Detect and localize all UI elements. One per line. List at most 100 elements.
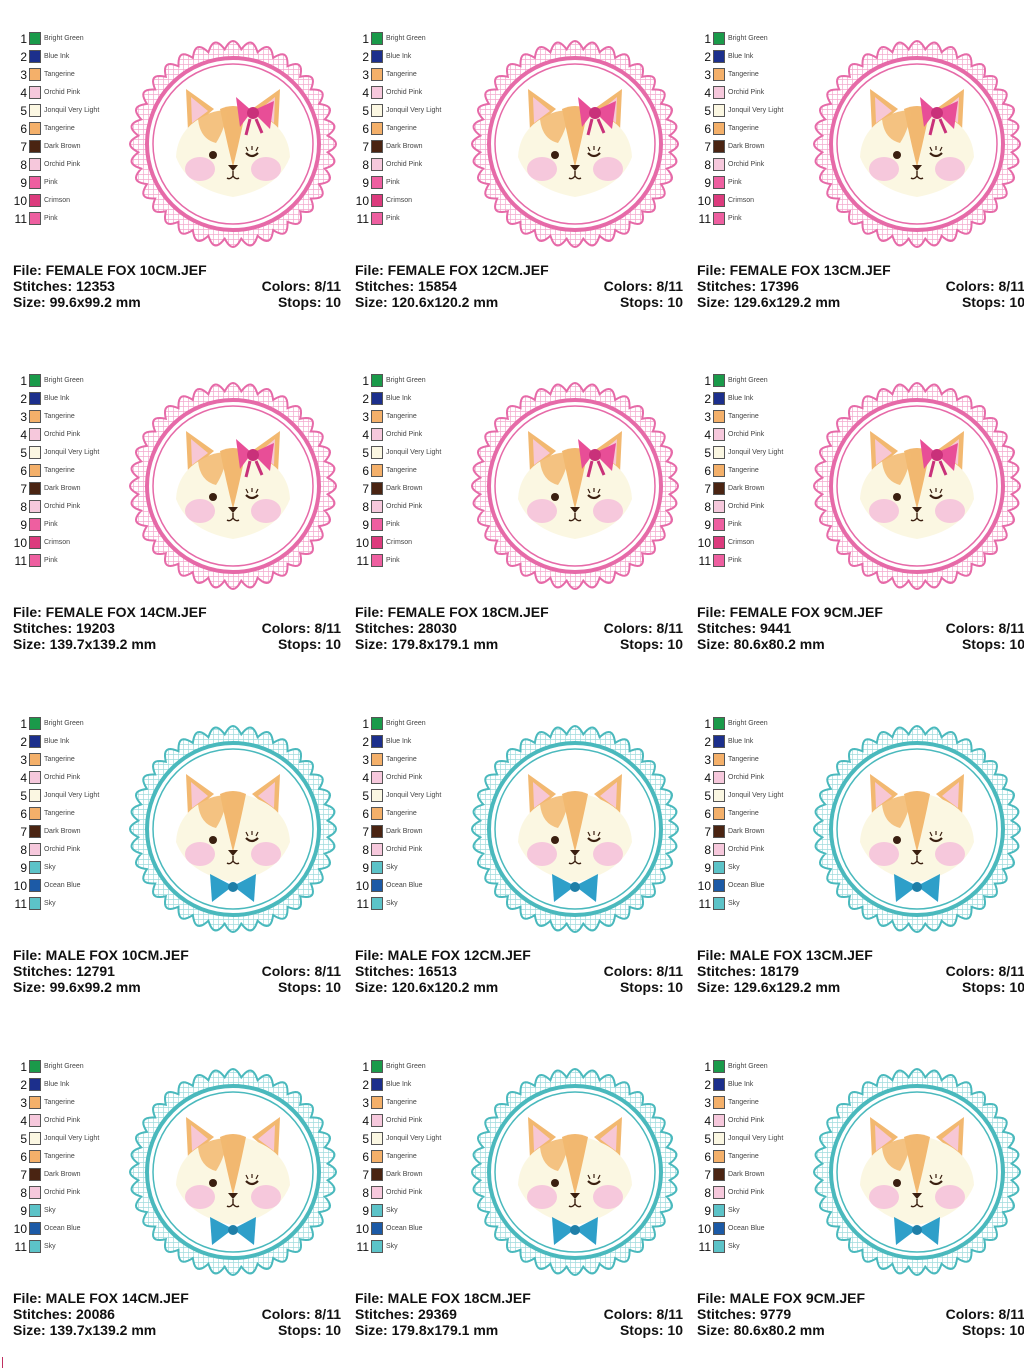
thread-color-row: 9 Sky bbox=[355, 859, 465, 877]
cheek-right bbox=[593, 1185, 623, 1209]
thread-swatch bbox=[371, 1168, 383, 1181]
thread-name: Crimson bbox=[728, 197, 755, 204]
thread-number: 3 bbox=[20, 753, 27, 767]
thread-swatch bbox=[713, 212, 725, 225]
thread-name: Pink bbox=[728, 521, 742, 528]
thread-number: 5 bbox=[362, 1132, 369, 1146]
thread-swatch bbox=[713, 1114, 725, 1127]
thread-swatch bbox=[713, 446, 725, 459]
thread-number: 8 bbox=[20, 500, 27, 514]
color-count: Colors: 8/11 bbox=[945, 278, 1024, 294]
thread-swatch bbox=[29, 807, 41, 820]
thread-swatch bbox=[713, 771, 725, 784]
thread-number: 11 bbox=[14, 554, 27, 568]
fox-nose bbox=[912, 165, 922, 171]
file-name: File: FEMALE FOX 9CM.JEF bbox=[697, 604, 883, 620]
thread-swatch bbox=[29, 1168, 41, 1181]
thread-number: 6 bbox=[362, 1150, 369, 1164]
thread-name: Orchid Pink bbox=[386, 89, 423, 96]
thread-name: Sky bbox=[728, 864, 740, 871]
thread-swatch bbox=[713, 825, 725, 838]
thread-name: Pink bbox=[386, 521, 400, 528]
thread-name: Tangerine bbox=[44, 467, 75, 474]
thread-number: 3 bbox=[704, 68, 711, 82]
thread-name: Bright Green bbox=[386, 35, 426, 42]
thread-number: 4 bbox=[362, 771, 369, 785]
thread-number: 10 bbox=[13, 194, 27, 208]
thread-name: Orchid Pink bbox=[386, 1117, 423, 1124]
thread-number: 4 bbox=[362, 428, 369, 442]
thread-name: Ocean Blue bbox=[386, 1225, 423, 1232]
thread-color-row: 11 Pink bbox=[697, 552, 807, 570]
thread-number: 5 bbox=[20, 104, 27, 118]
thread-swatch bbox=[371, 1240, 383, 1253]
cheek-right bbox=[251, 499, 281, 523]
thread-name: Orchid Pink bbox=[728, 846, 765, 853]
design-info: File: FEMALE FOX 14CM.JEF Stitches: 1920… bbox=[13, 604, 341, 652]
thread-name: Bright Green bbox=[44, 1063, 84, 1070]
eye-left bbox=[209, 493, 217, 501]
thread-number: 5 bbox=[362, 789, 369, 803]
thread-name: Orchid Pink bbox=[728, 1117, 765, 1124]
thread-number: 7 bbox=[704, 140, 711, 154]
thread-name: Jonquil Very Light bbox=[44, 449, 100, 456]
fox-nose bbox=[912, 850, 922, 856]
design-info: File: MALE FOX 10CM.JEF Stitches: 12791 … bbox=[13, 947, 341, 995]
thread-swatch bbox=[371, 735, 383, 748]
thread-number: 3 bbox=[20, 68, 27, 82]
thread-color-row: 10 Ocean Blue bbox=[697, 1220, 807, 1238]
cheek-left bbox=[869, 842, 899, 866]
thread-color-row: 1 Bright Green bbox=[697, 715, 807, 733]
thread-name: Dark Brown bbox=[386, 485, 423, 492]
thread-number: 1 bbox=[20, 374, 27, 388]
thread-color-row: 9 Pink bbox=[13, 174, 123, 192]
stitch-count: Stitches: 16513 bbox=[355, 963, 457, 979]
thread-swatch bbox=[713, 500, 725, 513]
thread-name: Tangerine bbox=[44, 756, 75, 763]
thread-swatch bbox=[371, 176, 383, 189]
thread-color-row: 1 Bright Green bbox=[13, 30, 123, 48]
thread-swatch bbox=[713, 1078, 725, 1091]
eye-right-closed bbox=[929, 837, 943, 843]
thread-swatch bbox=[29, 1222, 41, 1235]
thread-color-row: 5 Jonquil Very Light bbox=[13, 787, 123, 805]
thread-color-row: 5 Jonquil Very Light bbox=[697, 787, 807, 805]
thread-name: Tangerine bbox=[386, 756, 417, 763]
thread-number: 3 bbox=[362, 410, 369, 424]
thread-swatch bbox=[371, 392, 383, 405]
thread-number: 4 bbox=[704, 771, 711, 785]
thread-number: 4 bbox=[704, 428, 711, 442]
thread-name: Blue Ink bbox=[386, 738, 412, 745]
thread-swatch bbox=[29, 771, 41, 784]
thread-swatch bbox=[371, 753, 383, 766]
design-info: File: MALE FOX 13CM.JEF Stitches: 18179 … bbox=[697, 947, 1024, 995]
thread-number: 10 bbox=[697, 1222, 711, 1236]
thread-swatch bbox=[713, 897, 725, 910]
stop-count: Stops: 10 bbox=[619, 636, 683, 652]
fox-patch-image bbox=[812, 724, 1022, 934]
thread-swatch bbox=[371, 518, 383, 531]
thread-swatch bbox=[29, 1132, 41, 1145]
thread-color-row: 7 Dark Brown bbox=[697, 480, 807, 498]
thread-color-row: 3 Tangerine bbox=[697, 66, 807, 84]
thread-name: Blue Ink bbox=[386, 1081, 412, 1088]
thread-swatch bbox=[29, 86, 41, 99]
thread-number: 1 bbox=[20, 32, 27, 46]
thread-color-row: 2 Blue Ink bbox=[697, 390, 807, 408]
thread-swatch bbox=[29, 194, 41, 207]
thread-name: Orchid Pink bbox=[386, 1189, 423, 1196]
thread-color-row: 5 Jonquil Very Light bbox=[13, 102, 123, 120]
file-name: File: FEMALE FOX 18CM.JEF bbox=[355, 604, 549, 620]
thread-name: Tangerine bbox=[728, 810, 759, 817]
thread-number: 7 bbox=[704, 482, 711, 496]
cheek-right bbox=[935, 1185, 965, 1209]
thread-number: 10 bbox=[13, 1222, 27, 1236]
thread-color-row: 6 Tangerine bbox=[355, 805, 465, 823]
thread-name: Pink bbox=[386, 215, 400, 222]
thread-swatch bbox=[713, 1060, 725, 1073]
thread-color-row: 5 Jonquil Very Light bbox=[13, 444, 123, 462]
thread-swatch bbox=[713, 32, 725, 45]
thread-swatch bbox=[29, 1078, 41, 1091]
fox-nose bbox=[912, 507, 922, 513]
thread-swatch bbox=[371, 1078, 383, 1091]
